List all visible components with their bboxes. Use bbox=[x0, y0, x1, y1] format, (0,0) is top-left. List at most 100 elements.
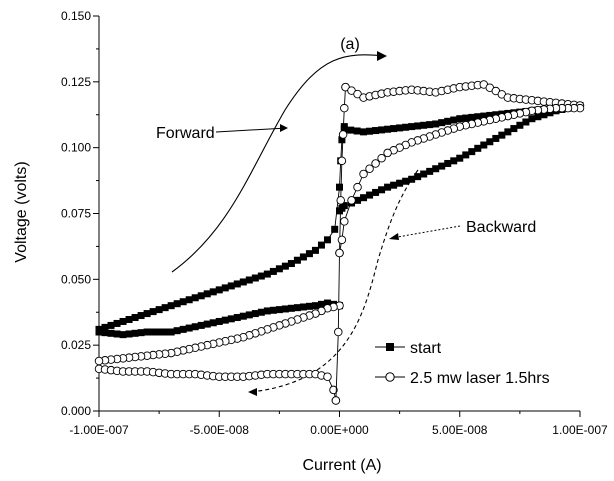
data-point-square bbox=[338, 136, 346, 144]
data-point-square bbox=[161, 328, 169, 336]
panel-label: (a) bbox=[340, 36, 360, 53]
data-point-circle bbox=[334, 327, 343, 337]
data-point-square bbox=[215, 317, 223, 325]
data-point-square bbox=[125, 315, 133, 323]
data-point-square bbox=[101, 323, 109, 331]
data-point-square bbox=[305, 302, 313, 310]
data-point-square bbox=[239, 312, 247, 320]
x-axis-title: Current (A) bbox=[302, 457, 381, 474]
data-point-square bbox=[444, 159, 452, 167]
data-point-square bbox=[245, 311, 253, 319]
data-point-square bbox=[456, 154, 464, 162]
data-point-circle bbox=[337, 235, 347, 245]
data-point-circle bbox=[329, 385, 338, 395]
data-point-square bbox=[113, 330, 121, 338]
data-point-square bbox=[293, 304, 301, 312]
data-point-square bbox=[281, 305, 289, 313]
data-point-square bbox=[384, 125, 392, 133]
data-point-square bbox=[462, 151, 470, 159]
data-point-circle bbox=[340, 217, 349, 226]
x-tick-label: 1.00E-007 bbox=[552, 423, 608, 437]
backward-arrow-head bbox=[248, 388, 257, 396]
data-point-square bbox=[233, 280, 241, 288]
data-point-square bbox=[420, 170, 428, 178]
series-laser bbox=[94, 80, 585, 405]
data-point-circle bbox=[337, 156, 347, 166]
series-line bbox=[335, 87, 346, 401]
data-point-square bbox=[340, 125, 348, 133]
y-axis-title: Voltage (volts) bbox=[13, 161, 30, 262]
data-point-square bbox=[414, 122, 422, 130]
x-tick-label: -1.00E-007 bbox=[69, 423, 129, 437]
data-point-square bbox=[438, 119, 446, 127]
data-point-square bbox=[323, 299, 331, 307]
data-point-square bbox=[167, 328, 175, 336]
data-point-square bbox=[233, 314, 241, 322]
series-line bbox=[98, 126, 345, 330]
y-axis-ticks: 0.000 0.025 0.050 0.075 0.100 0.125 0.150 bbox=[61, 9, 99, 418]
data-point-square bbox=[366, 127, 374, 135]
data-point-square bbox=[360, 128, 368, 136]
data-point-square bbox=[480, 112, 488, 120]
forward-pointer-head bbox=[280, 124, 288, 132]
data-point-square bbox=[203, 290, 211, 298]
data-point-square bbox=[257, 308, 265, 316]
legend-entry-laser: 2.5 mw laser 1.5hrs bbox=[375, 370, 550, 387]
data-point-square bbox=[510, 125, 518, 133]
y-tick-label: 0.050 bbox=[61, 272, 91, 286]
data-point-square bbox=[119, 317, 127, 325]
y-tick-label: 0.125 bbox=[61, 75, 91, 89]
data-point-square bbox=[347, 126, 355, 134]
data-point-square bbox=[366, 191, 374, 199]
data-point-square bbox=[179, 298, 187, 306]
data-point-square bbox=[480, 141, 488, 149]
data-point-square bbox=[408, 175, 416, 183]
data-point-square bbox=[221, 284, 229, 292]
y-tick-label: 0.075 bbox=[61, 207, 91, 221]
data-point-square bbox=[227, 282, 235, 290]
series-layer bbox=[94, 80, 585, 405]
data-point-square bbox=[438, 162, 446, 170]
data-point-square bbox=[167, 302, 175, 310]
data-point-square bbox=[426, 167, 434, 175]
data-point-square bbox=[486, 138, 494, 146]
data-point-square bbox=[209, 319, 217, 327]
data-point-square bbox=[149, 308, 157, 316]
annotations: Forward Backward bbox=[156, 51, 536, 396]
data-point-square bbox=[456, 115, 464, 123]
data-point-square bbox=[107, 321, 115, 329]
y-tick-label: 0.025 bbox=[61, 338, 91, 352]
data-point-square bbox=[257, 272, 265, 280]
data-point-square bbox=[516, 121, 524, 129]
data-point-square bbox=[378, 126, 386, 134]
data-point-square bbox=[113, 319, 121, 327]
data-point-circle bbox=[338, 130, 348, 139]
data-point-square bbox=[444, 117, 452, 125]
backward-label: Backward bbox=[466, 219, 536, 236]
data-point-square bbox=[197, 321, 205, 329]
data-point-square bbox=[462, 114, 470, 122]
legend-entry-start: start bbox=[375, 340, 442, 357]
data-point-square bbox=[396, 124, 404, 132]
data-point-square bbox=[492, 134, 500, 142]
data-point-square bbox=[263, 270, 271, 278]
data-point-square bbox=[287, 260, 295, 268]
data-point-square bbox=[534, 113, 542, 121]
data-point-square bbox=[372, 127, 380, 135]
data-point-square bbox=[275, 265, 283, 273]
data-point-square bbox=[474, 113, 482, 121]
data-point-square bbox=[390, 181, 398, 189]
data-point-square bbox=[336, 207, 343, 215]
data-point-square bbox=[323, 236, 331, 244]
x-tick-label: 5.00E-008 bbox=[432, 423, 488, 437]
data-point-circle bbox=[335, 248, 344, 258]
backward-pointer bbox=[391, 225, 461, 239]
data-point-square bbox=[191, 323, 199, 331]
data-point-square bbox=[131, 314, 139, 322]
data-point-square bbox=[155, 306, 163, 314]
data-point-square bbox=[540, 111, 548, 119]
data-point-square bbox=[331, 225, 339, 233]
data-point-square bbox=[450, 157, 458, 165]
data-point-square bbox=[317, 241, 325, 249]
